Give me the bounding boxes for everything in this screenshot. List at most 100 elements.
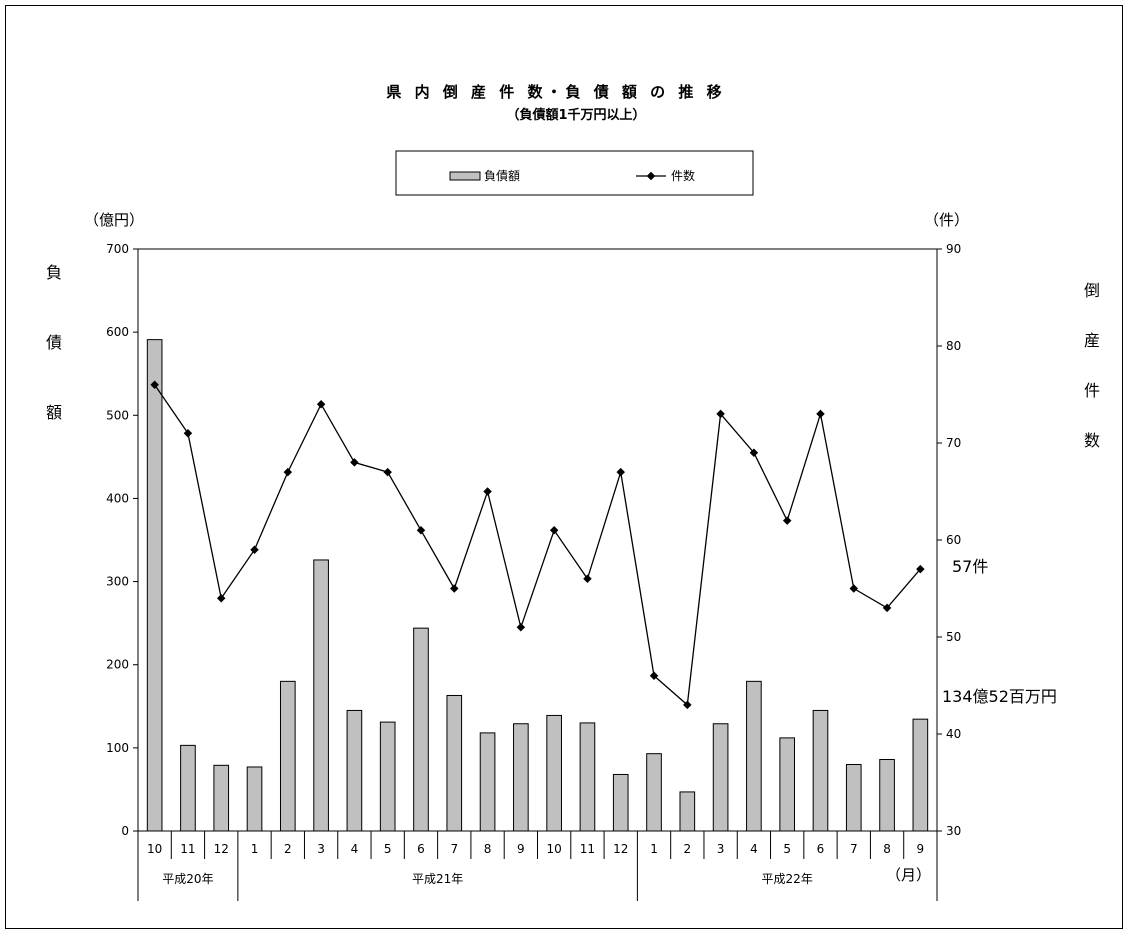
bar xyxy=(679,791,696,832)
right-tick-label: 80 xyxy=(946,339,961,353)
count-point xyxy=(250,545,259,554)
x-tick-label: 1 xyxy=(650,842,658,856)
left-tick-label: 500 xyxy=(106,408,129,422)
right-tick-label: 90 xyxy=(946,242,961,256)
x-tick-label: 7 xyxy=(450,842,458,856)
left-tick-label: 300 xyxy=(106,575,129,589)
x-tick-label: 7 xyxy=(850,842,858,856)
x-tick-label: 10 xyxy=(147,842,162,856)
right-axis-label-char: 数 xyxy=(1084,431,1100,450)
legend-bar-label: 負債額 xyxy=(484,168,520,183)
legend-line-label: 件数 xyxy=(671,168,695,183)
left-axis-unit: （億円） xyxy=(84,211,144,229)
x-tick-label: 10 xyxy=(547,842,562,856)
bar xyxy=(213,764,230,832)
left-tick-label: 400 xyxy=(106,491,129,505)
x-tick-label: 3 xyxy=(317,842,325,856)
bar xyxy=(712,723,729,832)
count-line xyxy=(154,384,921,707)
bar xyxy=(646,753,662,832)
bar xyxy=(812,709,829,832)
x-tick-label: 9 xyxy=(517,842,525,856)
right-axis-label-char: 倒 xyxy=(1084,281,1100,300)
count-point xyxy=(316,399,326,409)
bar xyxy=(479,732,496,832)
x-tick-label: 6 xyxy=(417,842,425,856)
count-point xyxy=(383,467,392,477)
count-point xyxy=(483,487,492,496)
x-tick-label: 12 xyxy=(613,842,628,856)
chart-svg: 県 内 倒 産 件 数・負 債 額 の 推 移 （負債額1千万円以上） 負債額 … xyxy=(46,83,1100,901)
right-tick-label: 30 xyxy=(946,824,961,838)
count-point xyxy=(183,429,193,438)
count-point xyxy=(150,380,159,390)
count-point xyxy=(749,448,759,457)
year-group-label: 平成22年 xyxy=(762,872,813,886)
bar xyxy=(779,737,796,832)
x-tick-label: 4 xyxy=(750,842,758,856)
right-tick-label: 60 xyxy=(946,533,961,547)
chart-subtitle: （負債額1千万円以上） xyxy=(506,107,645,123)
bar xyxy=(845,763,862,832)
year-group-label: 平成21年 xyxy=(412,872,463,886)
bar xyxy=(513,723,529,832)
count-point xyxy=(416,526,426,535)
bar xyxy=(146,339,163,832)
count-point xyxy=(916,564,925,574)
count-point xyxy=(782,516,792,525)
bar xyxy=(313,559,329,832)
count-point xyxy=(816,409,825,419)
left-axis-label-char: 額 xyxy=(46,403,62,422)
left-tick-label: 700 xyxy=(106,242,129,256)
debt-latest-annotation: 134億52百万円 xyxy=(942,687,1057,706)
left-tick-label: 600 xyxy=(106,325,129,339)
count-point xyxy=(216,593,226,603)
x-tick-label: 8 xyxy=(484,842,492,856)
right-tick-label: 50 xyxy=(946,630,961,644)
count-point xyxy=(849,584,859,593)
left-tick-label: 100 xyxy=(106,741,129,755)
x-tick-label: 4 xyxy=(351,842,359,856)
left-axis-label-char: 債 xyxy=(46,333,62,352)
x-tick-label: 11 xyxy=(580,842,595,856)
bar xyxy=(446,694,463,832)
bar xyxy=(746,680,762,832)
x-tick-label: 8 xyxy=(883,842,891,856)
right-axis-label-char: 件 xyxy=(1084,381,1100,400)
right-tick-label: 70 xyxy=(946,436,961,450)
right-axis-unit: （件） xyxy=(924,211,969,229)
bar xyxy=(279,680,296,832)
bar xyxy=(912,718,929,832)
chart-title: 県 内 倒 産 件 数・負 債 額 の 推 移 xyxy=(386,83,725,101)
year-group-label: 平成20年 xyxy=(162,872,213,886)
bar xyxy=(379,721,396,832)
bar xyxy=(246,766,263,832)
bar xyxy=(879,758,895,832)
left-tick-label: 0 xyxy=(121,824,129,838)
left-tick-label: 200 xyxy=(106,658,129,672)
x-tick-label: 6 xyxy=(817,842,825,856)
x-tick-label: 12 xyxy=(214,842,229,856)
chart-frame: 県 内 倒 産 件 数・負 債 額 の 推 移 （負債額1千万円以上） 負債額 … xyxy=(5,5,1123,929)
count-latest-annotation: 57件 xyxy=(952,557,988,576)
x-tick-label: 3 xyxy=(717,842,725,856)
right-tick-label: 40 xyxy=(946,727,961,741)
count-point xyxy=(549,526,559,535)
bar xyxy=(346,709,363,832)
x-tick-label: 2 xyxy=(284,842,292,856)
bar xyxy=(579,722,596,832)
x-tick-label: 5 xyxy=(384,842,392,856)
count-point xyxy=(583,574,592,584)
month-unit-label: （月） xyxy=(886,866,931,884)
left-axis-label-char: 負 xyxy=(46,263,62,282)
legend: 負債額 件数 xyxy=(395,150,754,196)
count-point xyxy=(283,467,293,477)
bar xyxy=(546,714,562,832)
x-tick-label: 2 xyxy=(683,842,691,856)
count-point xyxy=(350,458,359,467)
x-tick-label: 9 xyxy=(917,842,925,856)
right-axis-label: 倒 産 件 数 xyxy=(1084,281,1100,450)
right-axis-label-char: 産 xyxy=(1084,331,1100,350)
left-axis-label: 負 債 額 xyxy=(46,263,62,422)
